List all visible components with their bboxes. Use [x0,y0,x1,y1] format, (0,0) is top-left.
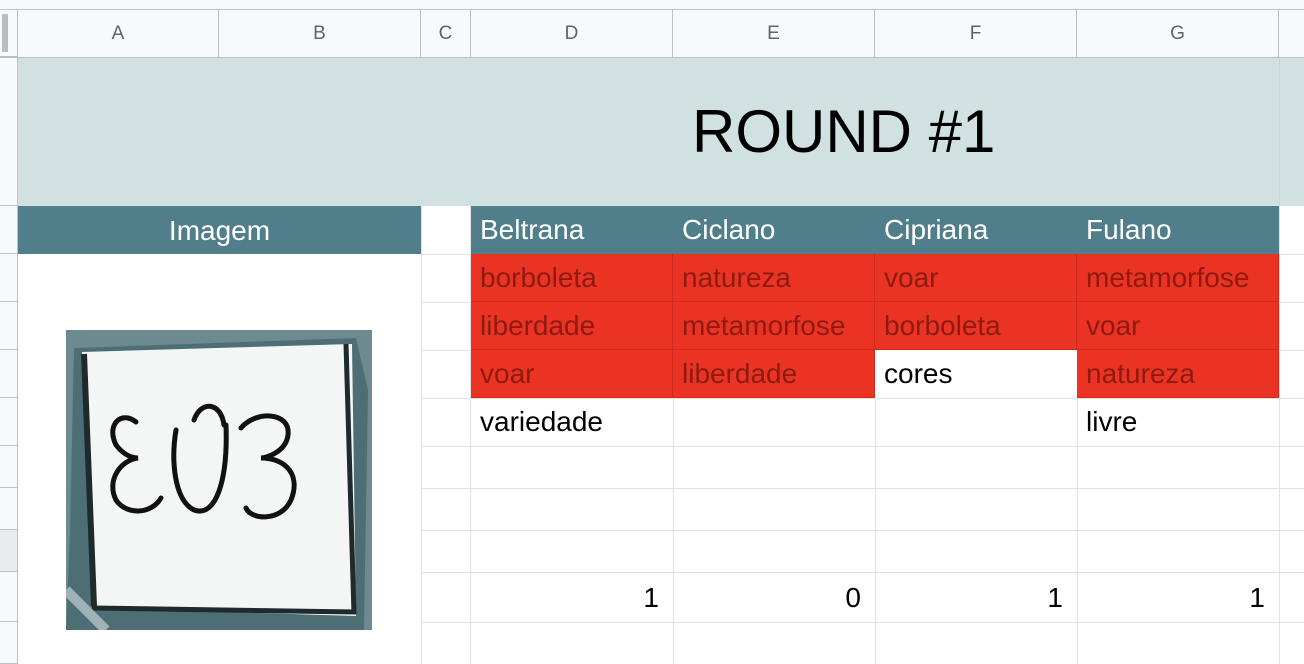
gridline [1279,254,1304,255]
gridline [1279,206,1280,664]
gridline [1279,302,1304,303]
word-cell[interactable]: voar [875,254,1077,302]
player-header-cipriana[interactable]: Cipriana [875,206,1077,254]
gridline [1077,398,1078,664]
image-header[interactable]: Imagem [18,206,421,254]
row-header[interactable] [0,398,18,446]
column-header-a[interactable]: A [18,10,219,58]
row-header[interactable] [0,302,18,350]
row-header[interactable] [0,254,18,302]
score-cell-ciclano[interactable]: 0 [845,582,861,613]
row-header[interactable] [0,58,18,206]
word-cell[interactable]: cores [884,358,953,389]
round-title-cell[interactable]: ROUND #1 [18,58,1280,206]
word-cell[interactable]: liberdade [471,302,673,350]
gridline [421,398,1304,399]
sketch-image [62,330,372,634]
row-header[interactable] [0,350,18,398]
gridline [673,398,674,664]
sketch-drawing [62,330,372,634]
gridline [421,302,471,303]
gridline [421,488,1304,489]
gridline [421,530,1304,531]
word-cell[interactable]: variedade [480,406,603,437]
word-cell[interactable]: voar [471,350,673,398]
word-cell[interactable]: voar [1077,302,1279,350]
word-cell[interactable]: borboleta [875,302,1077,350]
top-strip [0,0,1304,10]
gridline [421,622,1304,623]
word-cell[interactable]: borboleta [471,254,673,302]
select-all-corner[interactable] [0,10,18,58]
player-header-fulano[interactable]: Fulano [1077,206,1279,254]
score-cell-beltrana[interactable]: 1 [643,582,659,613]
word-cell[interactable]: metamorfose [673,302,875,350]
gridline [1279,350,1304,351]
column-header-c[interactable]: C [421,10,471,58]
player-header-beltrana[interactable]: Beltrana [471,206,673,254]
gridline [470,206,471,664]
score-cell-fulano[interactable]: 1 [1249,582,1265,613]
word-cell[interactable]: livre [1086,406,1138,437]
row-header[interactable] [0,446,18,488]
row-header[interactable] [0,622,18,664]
column-header-b[interactable]: B [219,10,421,58]
word-cell[interactable]: natureza [673,254,875,302]
row-header[interactable] [0,572,18,622]
column-header-e[interactable]: E [673,10,875,58]
column-header-d[interactable]: D [471,10,673,58]
title-row-right [1280,58,1304,206]
round-title: ROUND #1 [692,98,996,165]
score-cell-cipriana[interactable]: 1 [1047,582,1063,613]
column-header-h[interactable] [1279,10,1304,58]
gridline [421,446,1304,447]
gridline [421,350,471,351]
gridline [421,206,422,664]
gridline [421,572,1304,573]
gridline [875,398,876,664]
word-cell[interactable]: liberdade [673,350,875,398]
row-header[interactable] [0,206,18,254]
word-cell[interactable]: natureza [1077,350,1279,398]
word-cell[interactable]: metamorfose [1077,254,1279,302]
row-header[interactable] [0,488,18,530]
player-header-ciclano[interactable]: Ciclano [673,206,875,254]
row-header[interactable] [0,530,18,572]
column-header-f[interactable]: F [875,10,1077,58]
column-header-g[interactable]: G [1077,10,1279,58]
gridline [421,254,471,255]
